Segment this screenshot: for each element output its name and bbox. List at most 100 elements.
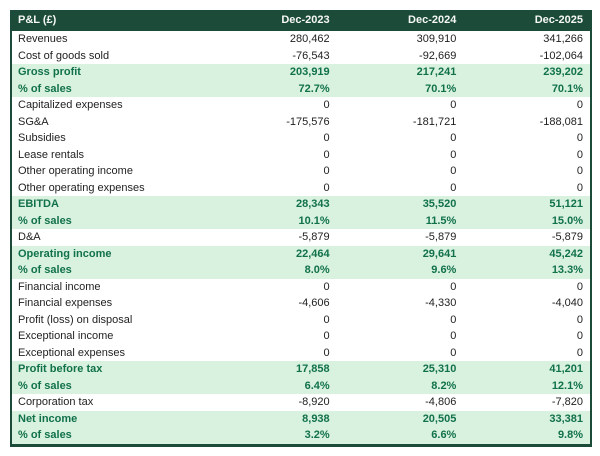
row-label: Capitalized expenses xyxy=(18,99,123,111)
row-value: -175,576 xyxy=(286,115,330,128)
row-value: -4,806 xyxy=(425,396,457,408)
table-row: % of sales 72.7% 70.1% 70.1% xyxy=(12,80,590,97)
row-value: 0 xyxy=(323,280,330,293)
row-value: 10.1% xyxy=(298,214,330,227)
row-value: 0 xyxy=(450,99,457,111)
row-label: % of sales xyxy=(18,379,72,392)
row-value: 0 xyxy=(576,132,584,144)
row-value: 0 xyxy=(323,165,330,177)
row-value: 12.1% xyxy=(551,379,584,392)
row-value: 0 xyxy=(450,346,457,359)
table-row: Other operating expenses 0 0 0 xyxy=(12,179,590,196)
row-label: Exceptional income xyxy=(18,330,114,342)
row-value: -7,820 xyxy=(551,396,584,408)
row-value: 0 xyxy=(450,165,457,177)
row-value: -92,669 xyxy=(419,49,457,62)
row-value: 6.6% xyxy=(431,429,457,441)
row-value: 0 xyxy=(576,99,584,111)
column-header-dec-2025: Dec-2025 xyxy=(534,14,584,27)
row-value: 0 xyxy=(576,313,584,326)
row-label: EBITDA xyxy=(18,198,59,210)
table-row: EBITDA 28,343 35,520 51,121 xyxy=(12,196,590,213)
pnl-table: P&L (£) Dec-2023 Dec-2024 Dec-2025 Reven… xyxy=(10,10,592,447)
table-row: % of sales 10.1% 11.5% 15.0% xyxy=(12,212,590,229)
row-value: 29,641 xyxy=(422,247,457,260)
row-value: 0 xyxy=(450,148,457,161)
row-value: 0 xyxy=(450,132,457,144)
row-value: -4,606 xyxy=(298,297,330,309)
row-value: 9.8% xyxy=(557,429,584,441)
row-value: 8.0% xyxy=(304,264,330,276)
row-value: -76,543 xyxy=(292,49,330,62)
table-row: D&A -5,879 -5,879 -5,879 xyxy=(12,229,590,246)
table-row: % of sales 3.2% 6.6% 9.8% xyxy=(12,427,590,444)
row-value: 0 xyxy=(450,313,457,326)
row-value: 17,858 xyxy=(296,363,330,375)
table-row: Cost of goods sold -76,543 -92,669 -102,064 xyxy=(12,47,590,64)
row-value: 217,241 xyxy=(416,66,457,78)
row-label: Revenues xyxy=(18,33,68,45)
row-value: 15.0% xyxy=(551,214,584,227)
table-row: Financial income 0 0 0 xyxy=(12,278,590,295)
row-value: 0 xyxy=(576,280,584,293)
row-label: Lease rentals xyxy=(18,148,85,161)
row-value: 280,462 xyxy=(289,33,330,45)
row-label: Exceptional expenses xyxy=(18,346,126,359)
row-label: Subsidies xyxy=(18,132,66,144)
row-value: 239,202 xyxy=(543,66,584,78)
row-value: 13.3% xyxy=(551,264,584,276)
table-row: Revenues 280,462 309,910 341,266 xyxy=(12,31,590,48)
row-value: 341,266 xyxy=(543,33,584,45)
row-value: -181,721 xyxy=(412,115,457,128)
row-value: 22,464 xyxy=(296,247,330,260)
row-value: 72.7% xyxy=(298,82,330,95)
column-header-dec-2024: Dec-2024 xyxy=(408,14,457,27)
table-row: Profit (loss) on disposal 0 0 0 xyxy=(12,311,590,328)
row-value: 28,343 xyxy=(296,198,330,210)
row-label: % of sales xyxy=(18,264,72,276)
row-value: -5,879 xyxy=(298,231,330,243)
row-value: 20,505 xyxy=(422,412,457,425)
row-label: Net income xyxy=(18,412,78,425)
row-label: Cost of goods sold xyxy=(18,49,110,62)
table-row: Operating income 22,464 29,641 45,242 xyxy=(12,245,590,262)
table-header-row: P&L (£) Dec-2023 Dec-2024 Dec-2025 xyxy=(12,10,590,31)
row-value: 3.2% xyxy=(304,429,330,441)
table-row: Subsidies 0 0 0 xyxy=(12,130,590,147)
row-value: 0 xyxy=(323,330,330,342)
row-value: -5,879 xyxy=(551,231,584,243)
row-label: D&A xyxy=(18,231,41,243)
row-value: 309,910 xyxy=(416,33,457,45)
row-value: 0 xyxy=(576,330,584,342)
row-value: 0 xyxy=(450,280,457,293)
table-body: Revenues 280,462 309,910 341,266 Cost of goo… xyxy=(12,31,590,444)
row-value: 70.1% xyxy=(551,82,584,95)
table-row: % of sales 6.4% 8.2% 12.1% xyxy=(12,377,590,394)
table-row: Gross profit 203,919 217,241 239,202 xyxy=(12,64,590,81)
row-value: 0 xyxy=(576,346,584,359)
row-value: 0 xyxy=(450,181,457,194)
row-value: 0 xyxy=(323,99,330,111)
row-value: 70.1% xyxy=(425,82,457,95)
row-value: -4,330 xyxy=(425,297,457,309)
row-value: 203,919 xyxy=(289,66,330,78)
row-label: Other operating income xyxy=(18,165,133,177)
row-value: 41,201 xyxy=(549,363,584,375)
row-label: Profit (loss) on disposal xyxy=(18,313,133,326)
row-value: -4,040 xyxy=(551,297,584,309)
row-value: 25,310 xyxy=(422,363,457,375)
row-value: 0 xyxy=(323,132,330,144)
row-value: 6.4% xyxy=(304,379,330,392)
row-value: 8,938 xyxy=(302,412,330,425)
row-label: % of sales xyxy=(18,429,72,441)
row-value: 0 xyxy=(323,181,330,194)
row-value: 0 xyxy=(450,330,457,342)
table-row: Net income 8,938 20,505 33,381 xyxy=(12,410,590,427)
row-label: Corporation tax xyxy=(18,396,94,408)
row-value: 0 xyxy=(576,181,584,194)
row-value: 51,121 xyxy=(549,198,584,210)
table-row: Profit before tax 17,858 25,310 41,201 xyxy=(12,361,590,378)
row-value: 8.2% xyxy=(431,379,457,392)
table-row: % of sales 8.0% 9.6% 13.3% xyxy=(12,262,590,279)
row-value: 0 xyxy=(323,346,330,359)
